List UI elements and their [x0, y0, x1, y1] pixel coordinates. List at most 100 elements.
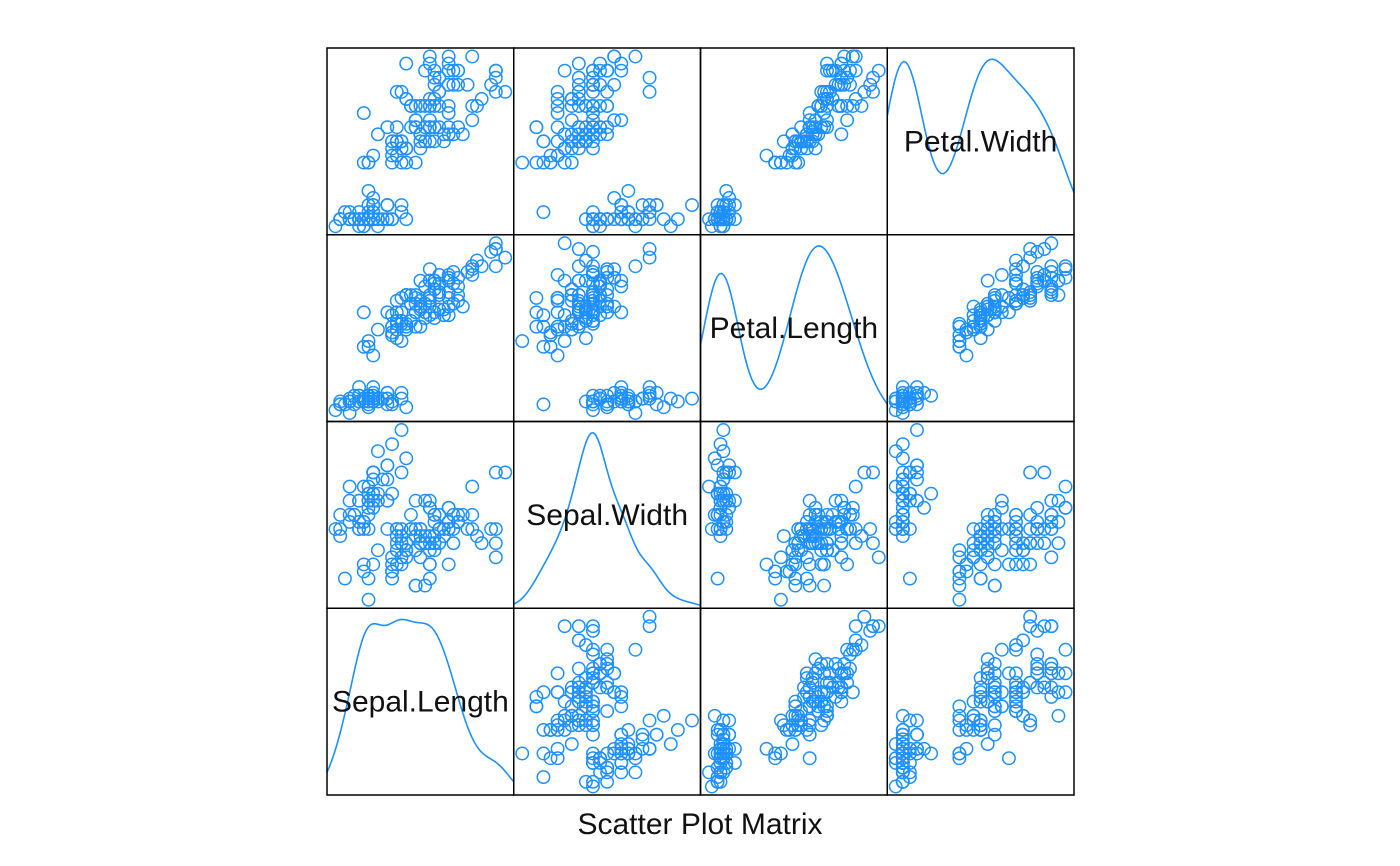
data-point: [465, 262, 480, 277]
data-point: [621, 183, 636, 198]
data-point: [719, 522, 734, 536]
data-point: [578, 212, 593, 227]
data-point: [418, 63, 433, 78]
data-point: [794, 522, 809, 536]
data-point: [427, 529, 442, 544]
data-point: [656, 212, 671, 227]
data-point: [413, 319, 428, 334]
data-point: [843, 77, 857, 92]
data-point: [802, 529, 817, 544]
data-point: [1023, 619, 1038, 634]
data-point: [586, 113, 600, 128]
data-point: [621, 397, 636, 412]
data-point: [1044, 493, 1059, 508]
data-point: [910, 741, 924, 756]
panel-Sepal.Length-vs-Sepal.Length: Sepal.Length: [326, 607, 515, 796]
data-point: [564, 113, 579, 128]
data-point: [422, 134, 437, 149]
data-point: [910, 472, 924, 487]
data-point: [1023, 250, 1038, 265]
data-point: [600, 652, 615, 667]
data-point: [614, 699, 629, 714]
data-point: [441, 56, 456, 71]
data-point: [586, 205, 600, 220]
data-point: [571, 708, 586, 723]
data-point: [498, 465, 513, 480]
data-point: [663, 391, 678, 406]
data-point: [973, 529, 988, 544]
data-point: [987, 718, 1002, 733]
data-point: [342, 515, 357, 529]
data-point: [1044, 270, 1059, 285]
data-point: [614, 212, 629, 227]
data-point: [888, 751, 903, 766]
data-point: [966, 713, 981, 728]
panel-Petal.Length-vs-Petal.Length: Petal.Length: [699, 234, 888, 423]
data-point: [628, 746, 643, 761]
data-point: [361, 334, 376, 349]
data-point: [987, 288, 1002, 302]
data-point: [831, 680, 846, 695]
variable-label-Sepal.Length: Sepal.Length: [332, 686, 509, 719]
data-point: [834, 77, 849, 92]
data-point: [550, 319, 565, 334]
data-point: [586, 313, 600, 328]
data-point: [356, 557, 371, 572]
data-point: [586, 727, 600, 742]
data-point: [408, 522, 423, 536]
data-point: [831, 99, 846, 113]
data-point: [635, 198, 650, 212]
data-point: [571, 70, 586, 85]
data-point: [1030, 500, 1045, 515]
data-point: [403, 507, 418, 522]
data-point: [488, 465, 503, 480]
data-point: [1001, 751, 1016, 766]
data-point: [342, 212, 357, 227]
data-point: [370, 486, 385, 501]
data-point: [1023, 609, 1038, 624]
data-point: [980, 694, 995, 709]
data-point: [380, 472, 395, 487]
data-point: [543, 148, 558, 163]
data-point: [488, 236, 503, 251]
data-point: [910, 458, 924, 473]
data-point: [707, 451, 722, 466]
data-point: [437, 522, 451, 536]
data-point: [422, 543, 437, 558]
data-point: [1009, 699, 1023, 714]
data-point: [394, 536, 409, 551]
data-point: [628, 765, 643, 780]
data-point: [980, 507, 995, 522]
data-point: [418, 536, 433, 551]
data-point: [635, 732, 650, 747]
data-point: [1023, 557, 1038, 572]
data-point: [719, 465, 734, 480]
data-point: [385, 134, 400, 149]
data-point: [529, 305, 544, 320]
data-point: [361, 571, 376, 586]
data-point: [1001, 557, 1016, 572]
data-point: [385, 571, 400, 586]
data-point: [474, 91, 489, 106]
data-point: [980, 529, 995, 544]
data-point: [866, 84, 880, 99]
data-point: [1030, 536, 1045, 551]
data-point: [802, 713, 817, 728]
data-point: [1058, 642, 1073, 657]
data-point: [470, 529, 484, 544]
data-point: [389, 120, 404, 135]
data-point: [1044, 285, 1059, 300]
density-curve-Sepal.Length: [326, 618, 515, 783]
data-point: [952, 571, 967, 586]
data-point: [973, 311, 988, 325]
data-point: [586, 713, 600, 728]
data-point: [1030, 522, 1045, 536]
data-point: [811, 522, 826, 536]
data-point: [557, 273, 572, 288]
data-point: [586, 694, 600, 709]
data-point: [848, 619, 863, 634]
data-point: [586, 779, 600, 794]
data-point: [1030, 661, 1045, 676]
data-point: [557, 619, 572, 634]
data-point: [408, 296, 423, 311]
